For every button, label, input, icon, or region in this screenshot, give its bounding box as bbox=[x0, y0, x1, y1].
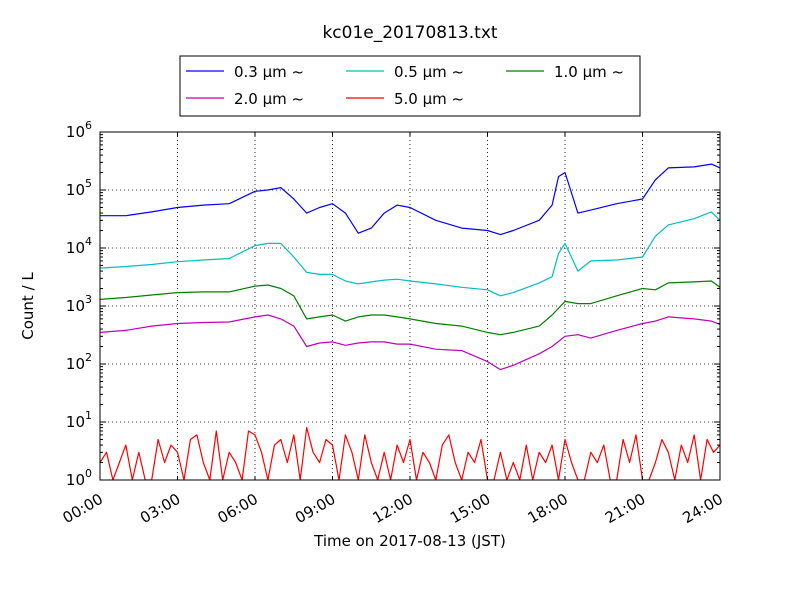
y-tick-label: 100 bbox=[66, 467, 92, 489]
chart-title: kc01e_20170813.txt bbox=[322, 23, 497, 43]
y-tick-label: 103 bbox=[66, 293, 92, 315]
grid-lines bbox=[100, 132, 720, 480]
y-tick-label: 104 bbox=[66, 235, 92, 257]
y-axis-label: Count / L bbox=[19, 272, 37, 340]
series-line-2 bbox=[100, 280, 720, 336]
series-group bbox=[100, 163, 720, 480]
series-layer bbox=[100, 163, 720, 480]
series-line-3 bbox=[100, 314, 720, 371]
x-axis-label: Time on 2017-08-13 (JST) bbox=[313, 532, 506, 550]
legend-label: 5.0 μm ~ bbox=[394, 90, 464, 108]
y-tick-label: 105 bbox=[66, 177, 92, 199]
y-tick-label: 102 bbox=[66, 351, 92, 373]
legend-label: 2.0 μm ~ bbox=[234, 90, 304, 108]
series-line-1 bbox=[100, 211, 720, 297]
series-line-0 bbox=[100, 163, 720, 236]
legend-label: 0.5 μm ~ bbox=[394, 63, 464, 81]
series-line-4 bbox=[100, 427, 720, 480]
legend: 0.3 μm ~ 0.5 μm ~ 1.0 μm ~ 2.0 μm ~ 5.0 μm ~ bbox=[179, 55, 641, 117]
y-tick-label: 101 bbox=[66, 409, 92, 431]
legend-label: 1.0 μm ~ bbox=[554, 63, 624, 81]
legend-label: 0.3 μm ~ bbox=[234, 63, 304, 81]
y-tick-label: 106 bbox=[66, 119, 92, 141]
legend-box bbox=[179, 55, 641, 117]
